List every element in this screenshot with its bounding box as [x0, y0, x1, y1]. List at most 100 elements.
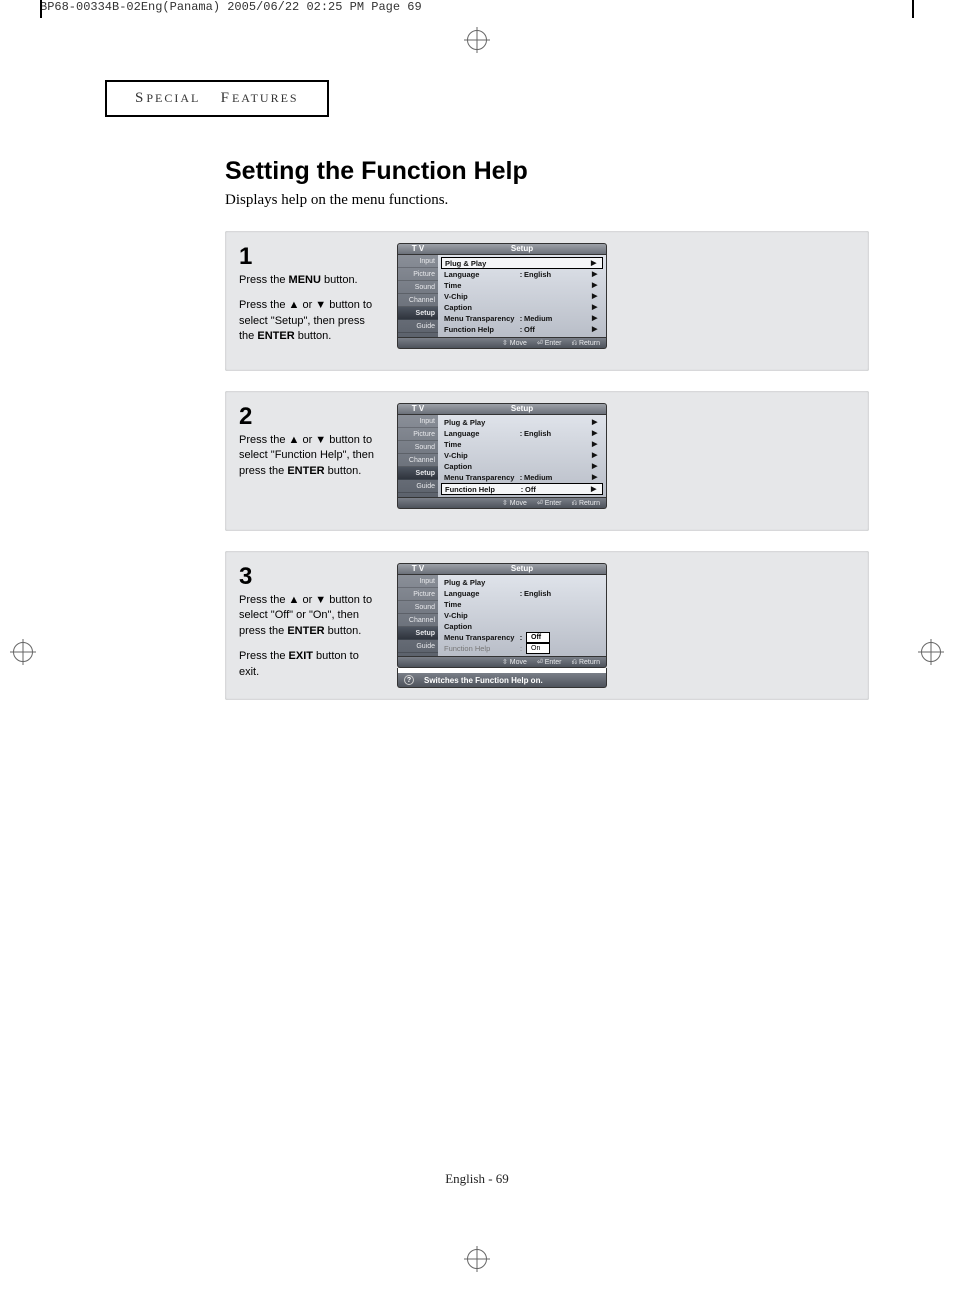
osd-tab-channel[interactable]: Channel — [398, 614, 438, 627]
osd-row-label: Time — [444, 280, 518, 291]
section-word2-rest: EATURES — [232, 91, 299, 105]
help-icon: ? — [404, 675, 414, 685]
osd-row-label: Caption — [444, 461, 518, 472]
osd-tab-guide[interactable]: Guide — [398, 480, 438, 493]
chevron-right-icon: ▶ — [592, 461, 600, 472]
osd-row[interactable]: Function Help : On — [441, 643, 603, 654]
osd-tab-guide[interactable]: Guide — [398, 640, 438, 653]
osd-row[interactable]: Caption ▶ — [441, 302, 603, 313]
osd-row[interactable]: Language : English — [441, 588, 603, 599]
osd-row-label: Plug & Play — [444, 577, 518, 588]
osd-row[interactable]: Plug & Play ▶ — [441, 257, 603, 269]
osd-tab-guide[interactable]: Guide — [398, 320, 438, 333]
step-number: 2 — [239, 405, 379, 429]
osd-row-label: Language — [444, 588, 518, 599]
osd-tv-label: T V — [398, 564, 438, 574]
osd-row-label: Language — [444, 428, 518, 439]
step-instruction: Press the EXIT button to exit. — [239, 649, 379, 680]
osd-row-label: V-Chip — [444, 291, 518, 302]
section-word2-cap: F — [221, 90, 232, 106]
osd-popup-option[interactable]: Off — [526, 632, 550, 643]
osd-row[interactable]: Function Help : Off ▶ — [441, 483, 603, 495]
osd-row-value: English — [524, 269, 592, 280]
osd-row-sep: : — [518, 632, 524, 643]
osd-footer-hint: ⇳ Move — [502, 339, 527, 347]
osd-row[interactable]: Caption ▶ — [441, 461, 603, 472]
osd-row[interactable]: Function Help : Off ▶ — [441, 324, 603, 335]
osd-footer: ⇳ Move⏎ Enter⎌ Return — [397, 338, 607, 349]
osd-title: Setup — [438, 564, 606, 574]
osd-body: InputPictureSoundChannelSetupGuide Plug … — [397, 415, 607, 498]
osd-tab-setup[interactable]: Setup — [398, 307, 438, 320]
osd-tab-picture[interactable]: Picture — [398, 268, 438, 281]
osd-tab-setup[interactable]: Setup — [398, 627, 438, 640]
osd-tab-channel[interactable]: Channel — [398, 294, 438, 307]
osd-main: Plug & Play ▶ Language : English ▶ Time … — [438, 255, 606, 337]
osd-row[interactable]: V-Chip ▶ — [441, 450, 603, 461]
crop-mark — [40, 0, 42, 18]
step-left: 3 Press the ▲ or ▼ button to select "Off… — [239, 563, 379, 688]
osd-tab-sound[interactable]: Sound — [398, 441, 438, 454]
osd-row-label: Caption — [444, 302, 518, 313]
osd-row[interactable]: Time — [441, 599, 603, 610]
chevron-right-icon: ▶ — [592, 417, 600, 428]
step-left: 1 Press the MENU button. Press the ▲ or ▼… — [239, 243, 379, 359]
osd-footer: ⇳ Move⏎ Enter⎌ Return — [397, 498, 607, 509]
osd-body: InputPictureSoundChannelSetupGuide Plug … — [397, 255, 607, 338]
page-content: SPECIAL FEATURES Setting the Function He… — [85, 80, 869, 1223]
osd-body: InputPictureSoundChannelSetupGuide Plug … — [397, 575, 607, 657]
osd-popup-option[interactable]: On — [526, 643, 550, 654]
osd-row-label: V-Chip — [444, 610, 518, 621]
chevron-right-icon: ▶ — [592, 280, 600, 291]
osd-tab-input[interactable]: Input — [398, 255, 438, 268]
osd-row[interactable]: Time ▶ — [441, 280, 603, 291]
osd-panel: T V Setup InputPictureSoundChannelSetupG… — [397, 403, 607, 519]
osd-footer-hint: ⎌ Return — [571, 339, 600, 347]
osd-helpbar: ? Switches the Function Help on. — [397, 673, 607, 688]
osd-row[interactable]: Plug & Play ▶ — [441, 417, 603, 428]
osd-tab-sound[interactable]: Sound — [398, 601, 438, 614]
osd-tab-picture[interactable]: Picture — [398, 428, 438, 441]
osd-row[interactable]: Menu Transparency : Medium ▶ — [441, 313, 603, 324]
osd-titlebar: T V Setup — [397, 403, 607, 415]
osd-row[interactable]: Time ▶ — [441, 439, 603, 450]
step-number: 3 — [239, 565, 379, 589]
chevron-right-icon: ▶ — [592, 313, 600, 324]
osd-row[interactable]: Language : English ▶ — [441, 428, 603, 439]
osd-row-label: Menu Transparency — [444, 313, 518, 324]
osd-tab-input[interactable]: Input — [398, 415, 438, 428]
osd-tab-input[interactable]: Input — [398, 575, 438, 588]
osd-main: Plug & Play ▶ Language : English ▶ Time … — [438, 415, 606, 497]
step-instruction: Press the MENU button. — [239, 273, 379, 288]
content-column: Setting the Function Help Displays help … — [225, 157, 869, 700]
osd-tab-channel[interactable]: Channel — [398, 454, 438, 467]
osd-row[interactable]: Language : English ▶ — [441, 269, 603, 280]
step-instruction: Press the ▲ or ▼ button to select "Setup… — [239, 298, 379, 344]
osd-row-label: Menu Transparency — [444, 632, 518, 643]
registration-mark — [921, 642, 941, 662]
osd-row-value: Medium — [524, 313, 592, 324]
osd-row-value: English — [524, 428, 592, 439]
osd-row[interactable]: Menu Transparency : Medium ▶ — [441, 472, 603, 483]
section-header: SPECIAL FEATURES — [105, 80, 329, 117]
osd-row[interactable]: V-Chip — [441, 610, 603, 621]
chevron-right-icon: ▶ — [592, 291, 600, 302]
osd-sidebar: InputPictureSoundChannelSetupGuide — [398, 575, 438, 656]
osd-row-value: Medium — [524, 472, 592, 483]
osd-row[interactable]: Menu Transparency : Off — [441, 632, 603, 643]
page-footer: English - 69 — [85, 1171, 869, 1187]
chevron-right-icon: ▶ — [592, 472, 600, 483]
osd-row[interactable]: Caption — [441, 621, 603, 632]
chevron-right-icon: ▶ — [592, 450, 600, 461]
osd-help-text: Switches the Function Help on. — [424, 676, 543, 685]
osd-row-label: Time — [444, 439, 518, 450]
steps-container: 1 Press the MENU button. Press the ▲ or ▼… — [225, 231, 869, 700]
chevron-right-icon: ▶ — [592, 324, 600, 335]
section-word1-cap: S — [135, 90, 146, 106]
osd-row[interactable]: Plug & Play — [441, 577, 603, 588]
osd-tab-sound[interactable]: Sound — [398, 281, 438, 294]
osd-row[interactable]: V-Chip ▶ — [441, 291, 603, 302]
step-number: 1 — [239, 245, 379, 269]
osd-tab-setup[interactable]: Setup — [398, 467, 438, 480]
osd-tab-picture[interactable]: Picture — [398, 588, 438, 601]
